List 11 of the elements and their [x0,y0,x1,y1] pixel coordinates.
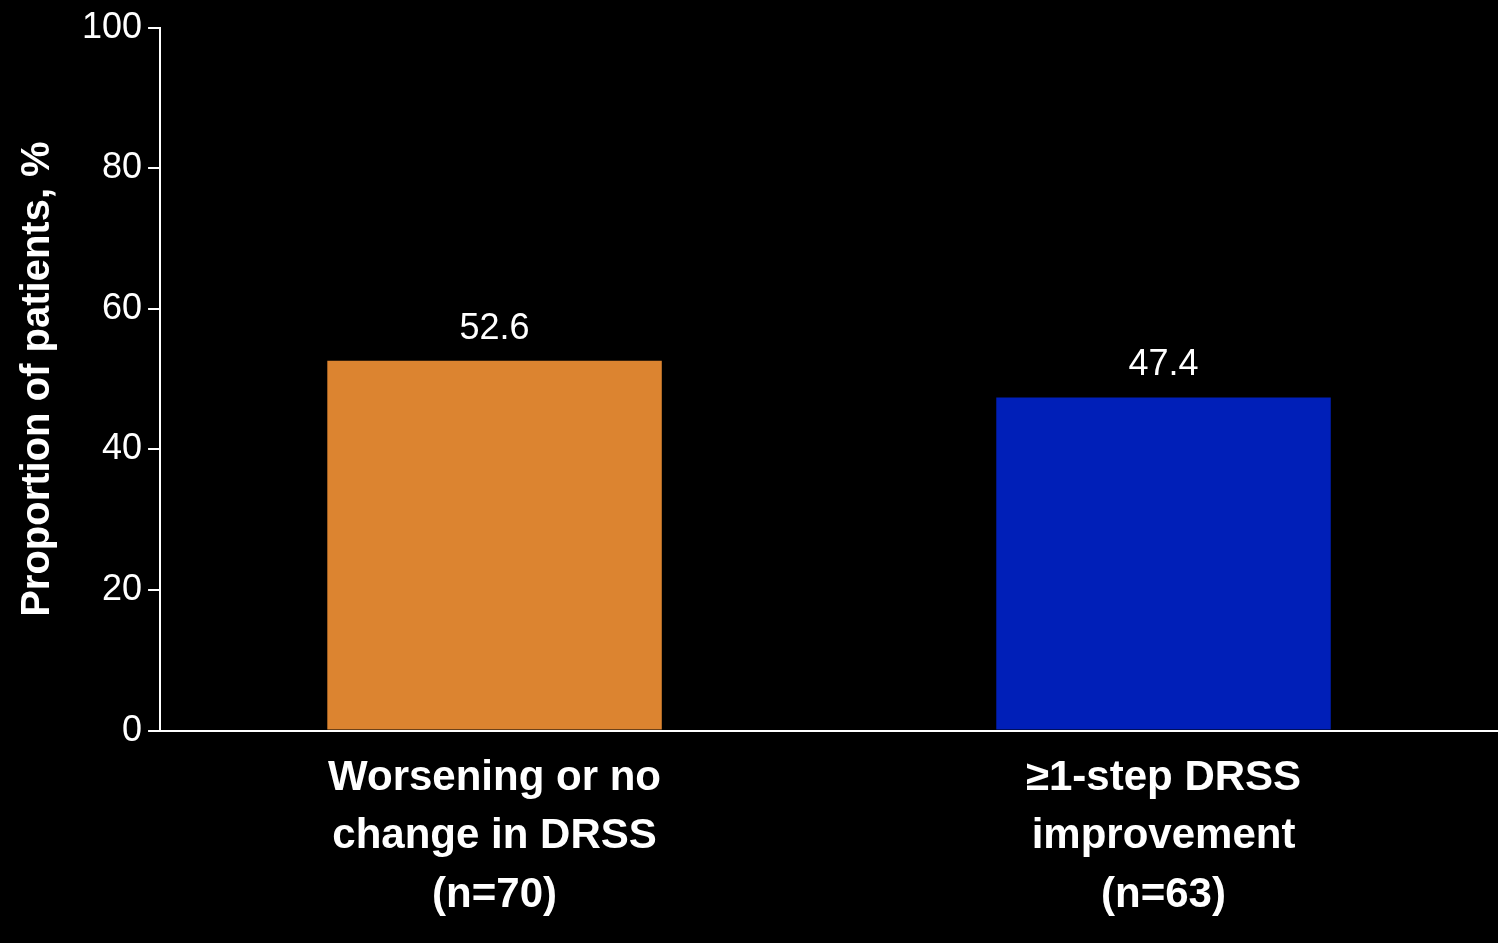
y-tick-label: 20 [102,566,143,608]
y-tick-label: 100 [81,4,143,46]
data-label: 52.6 [459,305,530,347]
y-tick-label: 40 [102,426,143,468]
x-tick-label: Worsening or no change in DRSS (n=70) [328,751,661,917]
data-label: 47.4 [1128,342,1199,384]
x-tick-label: ≥1-step DRSS improvement (n=63) [1025,751,1302,917]
y-axis-title: Proportion of patients, % [13,141,58,617]
y-tick-label: 80 [102,145,143,187]
y-tick-label: 0 [122,707,143,749]
y-tick-label: 60 [102,285,143,327]
